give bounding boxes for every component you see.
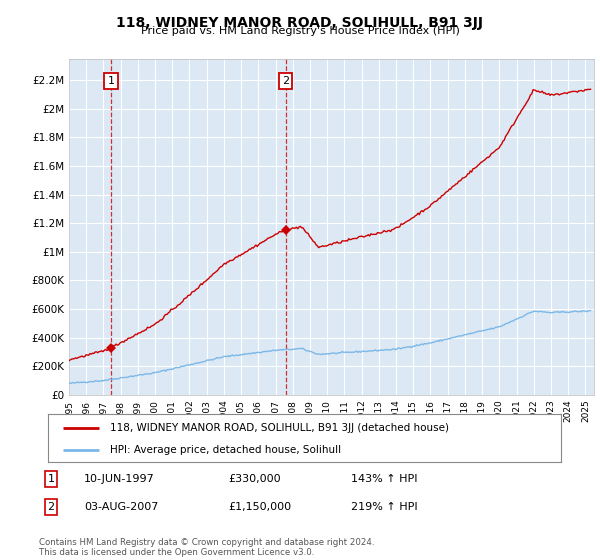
Text: £330,000: £330,000: [228, 474, 281, 484]
Text: 2: 2: [47, 502, 55, 512]
Text: Price paid vs. HM Land Registry's House Price Index (HPI): Price paid vs. HM Land Registry's House …: [140, 26, 460, 36]
Text: 118, WIDNEY MANOR ROAD, SOLIHULL, B91 3JJ (detached house): 118, WIDNEY MANOR ROAD, SOLIHULL, B91 3J…: [110, 423, 449, 433]
Text: 143% ↑ HPI: 143% ↑ HPI: [351, 474, 418, 484]
Text: 2: 2: [282, 76, 289, 86]
Text: 118, WIDNEY MANOR ROAD, SOLIHULL, B91 3JJ: 118, WIDNEY MANOR ROAD, SOLIHULL, B91 3J…: [116, 16, 484, 30]
Text: £1,150,000: £1,150,000: [228, 502, 291, 512]
Text: HPI: Average price, detached house, Solihull: HPI: Average price, detached house, Soli…: [110, 445, 341, 455]
Text: Contains HM Land Registry data © Crown copyright and database right 2024.
This d: Contains HM Land Registry data © Crown c…: [39, 538, 374, 557]
Text: 1: 1: [47, 474, 55, 484]
Text: 03-AUG-2007: 03-AUG-2007: [84, 502, 158, 512]
Text: 10-JUN-1997: 10-JUN-1997: [84, 474, 155, 484]
Text: 1: 1: [107, 76, 115, 86]
Text: 219% ↑ HPI: 219% ↑ HPI: [351, 502, 418, 512]
